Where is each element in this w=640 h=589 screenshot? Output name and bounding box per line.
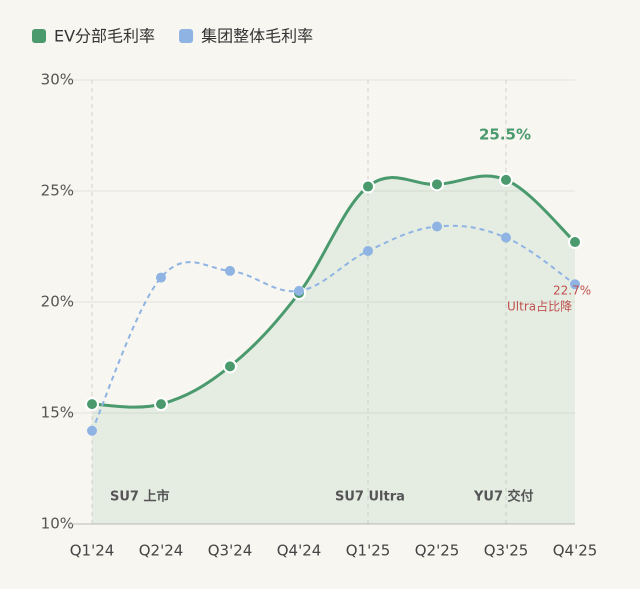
point — [501, 232, 511, 243]
point — [156, 272, 166, 283]
point — [223, 359, 237, 374]
annotation: SU7 Ultra — [335, 490, 405, 505]
x-tick-label: Q3'24 — [208, 542, 253, 560]
point — [363, 245, 373, 256]
series-line — [91, 224, 576, 432]
legend-swatch — [32, 29, 46, 43]
series-line — [91, 174, 577, 409]
area — [92, 176, 575, 524]
y-tick-label: 20% — [41, 293, 74, 311]
y-tick-label: 10% — [41, 515, 74, 533]
point — [570, 279, 580, 290]
x-tick-label: Q4'24 — [277, 542, 322, 560]
y-tick-label: 25% — [41, 182, 74, 200]
y-tick-label: 15% — [41, 404, 74, 422]
y-tick-label: 30% — [41, 71, 74, 89]
legend-label: EV分部毛利率 — [54, 27, 155, 46]
point — [294, 285, 304, 296]
x-tick-label: Q2'24 — [139, 542, 184, 560]
point — [85, 397, 99, 412]
annotation: 25.5% — [479, 126, 531, 144]
annotation: SU7 上市 — [110, 489, 170, 505]
x-tick-label: Q3'25 — [484, 542, 529, 560]
point — [432, 221, 442, 232]
x-tick-label: Q4'25 — [553, 542, 598, 560]
annotation: YU7 交付 — [473, 489, 534, 505]
point — [361, 179, 375, 194]
point — [430, 177, 444, 192]
x-tick-label: Q2'25 — [415, 542, 460, 560]
point — [225, 265, 235, 276]
x-tick-label: Q1'25 — [346, 542, 391, 560]
point — [154, 397, 168, 412]
legend-label: 集团整体毛利率 — [201, 27, 313, 46]
x-tick-label: Q1'24 — [70, 542, 115, 560]
annotation: Ultra占比降 — [507, 299, 572, 314]
point — [568, 235, 582, 250]
point — [499, 172, 513, 187]
annotation: 22.7% — [553, 284, 591, 298]
point — [87, 425, 97, 436]
legend-swatch — [179, 29, 194, 43]
